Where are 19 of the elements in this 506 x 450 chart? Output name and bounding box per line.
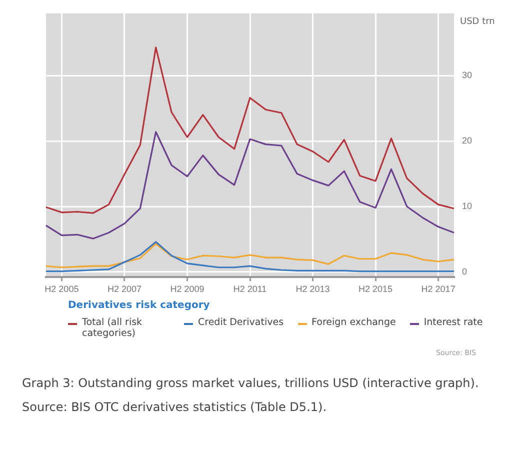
- x-tick-label: H2 2007: [107, 284, 142, 294]
- source-note: Source: BIS OTC derivatives statistics (Table D5.1).: [22, 399, 328, 416]
- legend-label: Credit Derivatives: [198, 317, 284, 328]
- y-tick-label: 30: [462, 70, 472, 80]
- caption: Graph 3: Outstanding gross market values, trillions USD (interactive graph).: [22, 375, 480, 392]
- x-tick-label: H2 2011: [233, 284, 267, 294]
- y-tick-label: 20: [462, 136, 472, 146]
- y-axis-title: USD trn: [460, 17, 495, 28]
- legend-label: Total (all risk categories): [82, 317, 144, 339]
- legend-title: Derivatives risk category: [68, 300, 211, 311]
- legend-label: Interest rate: [424, 317, 483, 328]
- y-tick-label: 10: [462, 200, 472, 211]
- x-tick-label: H2 2015: [358, 284, 393, 294]
- x-tick-label: H2 2013: [296, 284, 330, 294]
- x-tick-label: H2 2017: [421, 284, 456, 294]
- x-tick-label: H2 2009: [170, 284, 204, 294]
- x-tick-label: H2 2005: [44, 284, 79, 294]
- legend-label: Foreign exchange: [312, 317, 396, 328]
- y-tick-label: 0: [462, 266, 468, 276]
